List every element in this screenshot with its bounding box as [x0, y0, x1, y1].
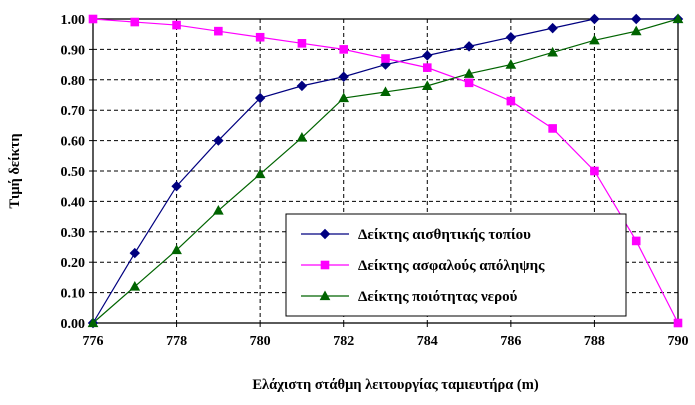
- diamond-marker: [463, 41, 475, 52]
- triangle-marker: [254, 168, 266, 179]
- y-tick-label: 0.90: [61, 43, 86, 58]
- series: [87, 13, 684, 329]
- y-tick-label: 0.60: [61, 135, 86, 150]
- diamond-marker: [547, 22, 558, 34]
- legend-label: Δείκτης αισθητικής τοπίου: [358, 227, 531, 243]
- square-marker: [422, 63, 432, 72]
- x-axis-title: Ελάχιστη στάθμη λειτουργίας ταμιευτήρα (…: [252, 377, 538, 393]
- diamond-marker: [338, 71, 349, 82]
- square-marker: [464, 78, 474, 88]
- axis-ticks: 0.00 0.10 0.20 0.30 0.40 0.50 0.60 0.70 0.80 0.90…: [61, 13, 689, 349]
- square-marker: [506, 96, 516, 106]
- legend-item: Δείκτης αισθητικής τοπίου: [301, 227, 531, 243]
- square-marker: [673, 318, 683, 328]
- legend-square-marker: [320, 260, 330, 270]
- y-tick-label: 0.70: [61, 104, 86, 119]
- triangle-marker: [87, 317, 99, 328]
- diamond-marker: [505, 32, 517, 43]
- y-tick-label: 1.00: [61, 13, 86, 28]
- square-marker: [130, 17, 140, 27]
- square-marker: [631, 236, 641, 246]
- series-3: [87, 13, 684, 328]
- square-marker: [172, 20, 181, 30]
- square-marker: [548, 124, 557, 133]
- y-tick-label: 0.40: [61, 195, 86, 210]
- diamond-marker: [631, 13, 642, 25]
- square-marker: [88, 14, 98, 24]
- x-tick-label: 784: [417, 334, 438, 349]
- diamond-marker: [589, 13, 600, 25]
- triangle-marker: [380, 86, 391, 97]
- x-tick-label: 786: [500, 334, 521, 349]
- y-tick-label: 0.00: [61, 317, 86, 332]
- legend-triangle-marker: [319, 290, 331, 301]
- triangle-marker: [547, 46, 558, 57]
- square-marker: [339, 45, 349, 54]
- triangle-marker: [421, 80, 433, 90]
- triangle-marker: [213, 204, 224, 215]
- series-1: [87, 13, 684, 329]
- triangle-marker: [463, 68, 475, 78]
- y-tick-label: 0.20: [61, 256, 86, 271]
- triangle-marker: [505, 59, 517, 69]
- x-tick-label: 778: [166, 334, 187, 349]
- y-tick-label: 0.80: [61, 74, 86, 89]
- square-marker: [381, 54, 390, 63]
- triangle-marker: [129, 280, 141, 291]
- triangle-marker: [672, 13, 684, 24]
- legend-label: Δείκτης ασφαλούς απόληψης: [358, 258, 545, 274]
- y-tick-label: 0.10: [61, 287, 86, 302]
- x-tick-label: 776: [83, 334, 104, 349]
- triangle-marker: [171, 244, 182, 255]
- square-marker: [297, 39, 307, 48]
- diamond-marker: [129, 247, 140, 259]
- square-marker: [214, 26, 223, 36]
- y-tick-label: 0.50: [61, 165, 86, 180]
- legend-label: Δείκτης ποιότητας νερού: [358, 289, 518, 305]
- square-marker: [255, 32, 265, 42]
- triangle-marker: [338, 92, 350, 103]
- x-tick-label: 780: [250, 334, 271, 349]
- square-marker: [590, 166, 599, 176]
- diamond-marker: [254, 92, 266, 104]
- legend-diamond-marker: [319, 228, 331, 240]
- x-tick-label: 788: [584, 334, 605, 349]
- y-axis-title: Τιμή δείκτη: [7, 133, 23, 208]
- x-tick-label: 782: [333, 334, 354, 349]
- diamond-marker: [171, 180, 182, 192]
- x-tick-label: 790: [668, 334, 689, 349]
- triangle-marker: [589, 34, 600, 45]
- legend-item: Δείκτης ασφαλούς απόληψης: [301, 258, 545, 274]
- triangle-marker: [630, 25, 642, 36]
- legend-item: Δείκτης ποιότητας νερού: [301, 289, 518, 305]
- diamond-marker: [422, 50, 433, 61]
- diamond-marker: [213, 135, 224, 146]
- triangle-marker: [296, 132, 308, 142]
- legend: Δείκτης αισθητικής τοπίου Δείκτης ασφαλού…: [285, 213, 627, 317]
- y-tick-label: 0.30: [61, 226, 86, 241]
- series-2: [88, 14, 683, 328]
- diamond-marker: [296, 80, 308, 92]
